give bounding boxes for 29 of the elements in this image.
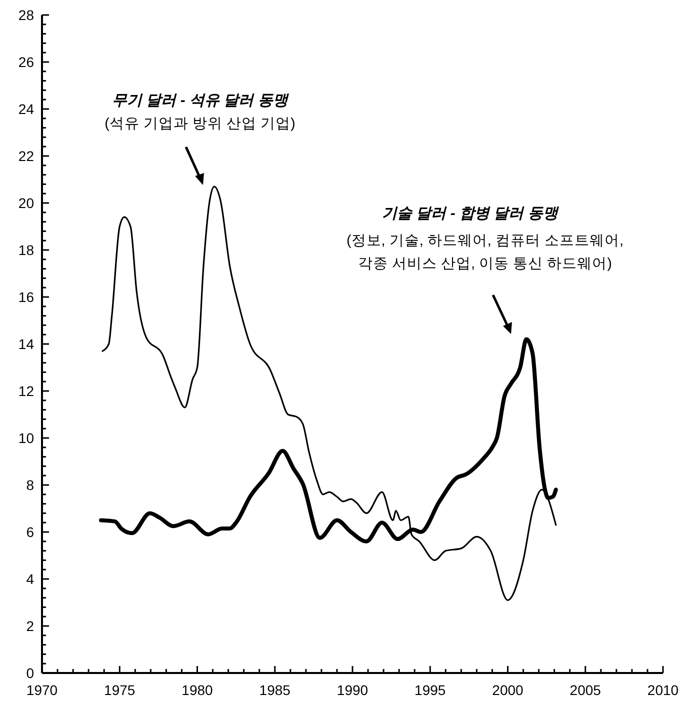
annotation: (석유 기업과 방위 산업 기업) bbox=[104, 116, 296, 132]
y-tick-label: 22 bbox=[18, 148, 34, 164]
x-tick-label: 1995 bbox=[414, 682, 446, 698]
x-tick-label: 1975 bbox=[104, 682, 136, 698]
x-tick-label: 1990 bbox=[336, 682, 368, 698]
annotation: 무기 달러 - 석유 달러 동맹 bbox=[112, 92, 290, 109]
y-tick-label: 10 bbox=[18, 430, 34, 446]
y-tick-label: 20 bbox=[18, 194, 34, 211]
y-tick-label: 4 bbox=[26, 570, 34, 587]
annotation: (정보, 기술, 하드웨어, 컴퓨터 소프트웨어, bbox=[346, 233, 624, 249]
x-tick-label: 1985 bbox=[259, 682, 291, 698]
x-tick-label: 1970 bbox=[26, 682, 58, 698]
y-tick-label: 18 bbox=[18, 242, 34, 258]
x-tick-label: 2010 bbox=[647, 682, 679, 698]
y-tick-label: 26 bbox=[18, 54, 34, 70]
y-tick-label: 12 bbox=[18, 382, 34, 399]
y-tick-label: 24 bbox=[18, 100, 34, 117]
x-tick-label: 1980 bbox=[182, 682, 214, 698]
y-tick-label: 0 bbox=[26, 664, 34, 681]
x-tick-label: 2005 bbox=[570, 682, 602, 698]
y-tick-label: 2 bbox=[26, 618, 34, 634]
x-tick-label: 2000 bbox=[492, 682, 524, 698]
y-tick-label: 16 bbox=[18, 288, 34, 305]
y-tick-label: 14 bbox=[18, 336, 34, 352]
annotation: 기술 달러 - 합병 달러 동맹 bbox=[382, 205, 560, 222]
y-tick-label: 8 bbox=[26, 476, 34, 493]
y-tick-label: 6 bbox=[26, 524, 34, 540]
y-tick-label: 28 bbox=[18, 6, 34, 23]
annotation: 각종 서비스 산업, 이동 통신 하드웨어) bbox=[358, 256, 612, 272]
